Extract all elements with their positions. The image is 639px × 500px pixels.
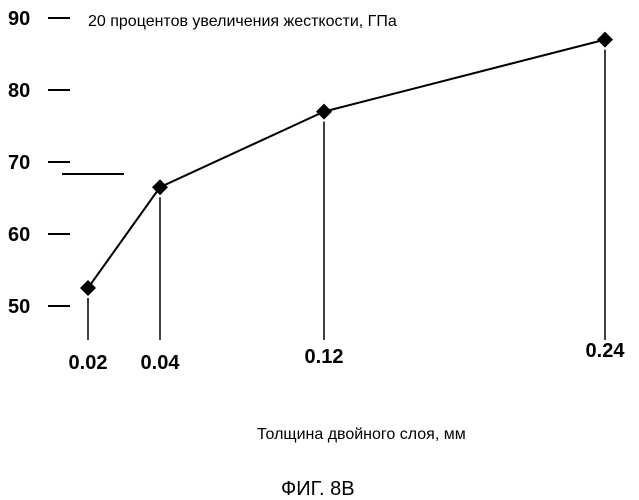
y-axis: 50 60 70 80 90 <box>8 8 70 318</box>
x-axis-label: Толщина двойного слоя, мм <box>257 426 466 443</box>
y-tick-label: 80 <box>8 80 30 102</box>
series-line <box>88 40 605 288</box>
drop-lines <box>88 50 605 340</box>
figure-caption: ФИГ. 8B <box>281 478 355 500</box>
y-tick-label: 90 <box>8 8 30 30</box>
x-tick-label: 0.24 <box>586 340 626 362</box>
x-tick-label: 0.04 <box>141 352 181 374</box>
y-tick-label: 50 <box>8 296 30 318</box>
data-point-diamond <box>597 32 613 48</box>
chart-title: 20 процентов увеличения жесткости, ГПа <box>88 13 397 30</box>
x-tick-label: 0.02 <box>69 352 108 374</box>
x-axis: 0.02 0.04 0.12 0.24 <box>69 340 626 374</box>
data-point-diamond <box>80 280 96 296</box>
y-tick-label: 60 <box>8 224 30 246</box>
data-point-diamond <box>316 104 332 120</box>
x-tick-label: 0.12 <box>305 346 344 368</box>
data-point-diamond <box>152 179 168 195</box>
y-tick-label: 70 <box>8 152 30 174</box>
